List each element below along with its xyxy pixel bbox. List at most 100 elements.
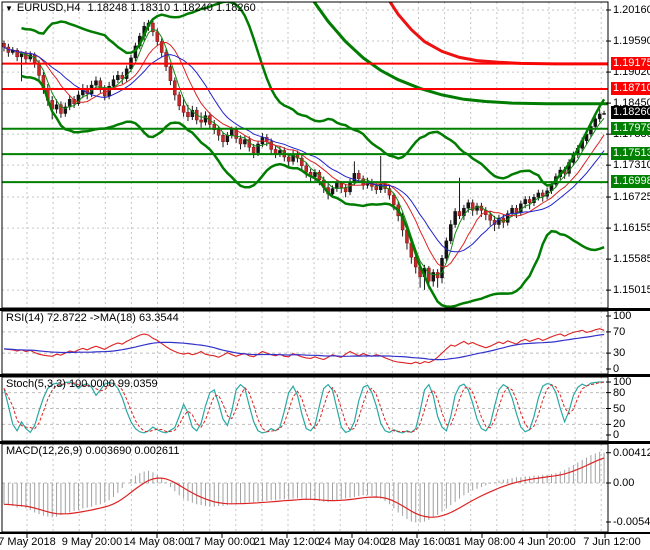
candle-body (225, 134, 230, 143)
macd-tick-label: -0.005475 (613, 516, 650, 528)
price-tick-label: 1.15585 (613, 253, 650, 266)
candle-body (286, 156, 291, 162)
candle-body (67, 99, 72, 108)
macd-signal-line (3, 457, 605, 518)
price-tick-label: 1.19590 (613, 35, 650, 48)
panel-borders (0, 1, 650, 534)
candle-body (304, 165, 308, 173)
price-tick-label: 1.18450 (613, 97, 650, 110)
candle-body (2, 42, 6, 48)
stochastic-panel (3, 381, 605, 434)
candle-body (168, 66, 173, 82)
candle-body (374, 186, 379, 190)
main-chart (2, 2, 608, 308)
stoch-tick-label: 20 (613, 418, 626, 431)
candle-body (597, 113, 602, 120)
ma-red-line (3, 41, 605, 268)
candle-body (602, 113, 606, 115)
candle-body (63, 106, 68, 114)
price-tick-label: 1.17310 (613, 159, 650, 172)
support-level-label: 1.17979 (611, 121, 650, 135)
candle-body (251, 146, 256, 153)
candle-body (243, 139, 247, 145)
candle-body (387, 188, 392, 196)
candle-body (536, 192, 541, 198)
candle-body (199, 119, 203, 123)
candle-body (59, 104, 63, 114)
stoch-main-line (3, 381, 605, 434)
rsi-tick-label: 70 (613, 325, 626, 338)
date-label: 7 Jun 12:00 (583, 536, 641, 548)
candle-body (151, 22, 155, 33)
candle-body (357, 173, 361, 180)
price-tick-label: 1.16725 (613, 191, 650, 204)
macd-indicator-label: MACD(12,26,9) 0.003690 0.002611 (6, 445, 180, 457)
current-price-label: 1.18260 (611, 106, 650, 120)
candle-body (269, 141, 273, 150)
candle-body (120, 75, 125, 79)
fast-moving-averages (3, 28, 605, 276)
candle-body (238, 138, 243, 145)
rsi-line (3, 328, 605, 365)
candle-body (457, 211, 462, 217)
candle-body (497, 217, 501, 225)
candle-body (221, 134, 225, 143)
candle-body (94, 80, 98, 86)
macd-tick-label: 0.00 (613, 477, 635, 489)
candle-body (453, 211, 457, 225)
stoch-indicator-label: Stoch(5,3,3) 100.0000 99.0359 (6, 378, 158, 390)
date-label: 4 Jun 20:00 (518, 536, 576, 548)
candle-body (466, 202, 471, 209)
candle-body (392, 194, 396, 206)
rsi-tick-label: 30 (613, 347, 626, 360)
macd-tick-label: 0.004127 (613, 446, 650, 459)
date-label: 24 May 04:00 (318, 536, 386, 548)
candle-body (330, 188, 335, 195)
stoch-tick-label: 100 (613, 376, 632, 388)
candle-body (181, 105, 186, 113)
axis-tick-marks (26, 9, 611, 538)
candle-body (190, 109, 195, 117)
candle-body (230, 129, 234, 136)
rsi-tick-label: 100 (613, 310, 632, 322)
candle-body (203, 115, 208, 123)
ma-blue-line (3, 46, 605, 253)
stoch-tick-label: 50 (613, 402, 626, 415)
date-label: 28 May 16:00 (383, 536, 451, 548)
candle-body (427, 267, 431, 282)
candle-body (440, 258, 444, 279)
candle-body (523, 199, 527, 205)
stoch-tick-label: 0 (613, 429, 620, 441)
candle-body (212, 124, 216, 131)
symbol-dropdown-icon[interactable]: ▼ (5, 4, 13, 13)
price-tick-label: 1.20160 (613, 4, 650, 16)
stoch-tick-label: 80 (613, 386, 626, 399)
candle-body (116, 75, 120, 80)
date-label: 21 May 12:00 (253, 536, 321, 548)
candle-body (488, 214, 492, 221)
candle-body (256, 143, 260, 153)
level-lines (2, 62, 608, 184)
candle-body (449, 224, 453, 242)
rsi-tick-label: 0 (613, 363, 620, 375)
stoch-signal-line (3, 381, 605, 433)
candle-body (589, 126, 593, 135)
candle-body (273, 149, 278, 154)
resistance-level-label: 1.19175 (611, 56, 650, 70)
date-label: 17 May 00:00 (188, 536, 256, 548)
candle-body (431, 272, 435, 282)
candle-body (15, 50, 19, 58)
candle-body (177, 94, 181, 107)
date-label: 31 May 08:00 (448, 536, 516, 548)
symbol-period-label: EURUSD,H4 (16, 2, 81, 14)
band-upper-line (21, 2, 606, 187)
date-label: 9 May 20:00 (61, 536, 123, 548)
ma-green-line (3, 28, 605, 276)
candle-body (54, 104, 59, 110)
candle-body (111, 79, 116, 87)
grid-lines (2, 2, 608, 532)
candle-body (470, 202, 475, 211)
band-lower-line (21, 74, 605, 308)
